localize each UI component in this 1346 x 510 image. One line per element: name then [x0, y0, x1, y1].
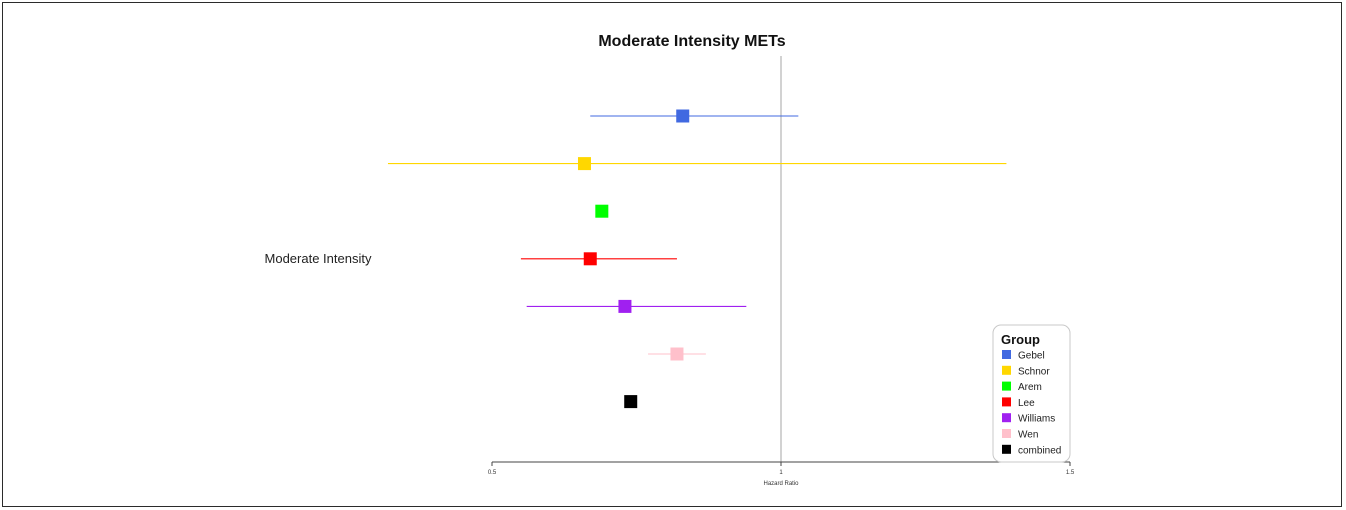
- legend: Group Gebel Schnor Arem Lee Williams Wen combin…: [992, 324, 1071, 463]
- legend-label-williams: Williams: [1018, 414, 1055, 425]
- x-tick-label: 0.5: [488, 470, 497, 476]
- legend-label-gebel: Gebel: [1018, 351, 1045, 362]
- legend-label-schnor: Schnor: [1018, 366, 1050, 377]
- point-arem: [595, 204, 609, 218]
- legend-title: Group: [1001, 332, 1040, 347]
- x-tick-label: 1: [779, 470, 783, 476]
- legend-swatch-lee: [1002, 397, 1011, 407]
- point-lee: [583, 252, 597, 266]
- point-combined: [624, 395, 638, 409]
- legend-label-lee: Lee: [1018, 398, 1035, 409]
- legend-label-combined: combined: [1018, 445, 1061, 456]
- point-estimates: [577, 109, 690, 409]
- legend-swatch-williams: [1002, 413, 1011, 423]
- row-label: Moderate Intensity: [265, 251, 372, 266]
- confidence-intervals: [387, 115, 1007, 355]
- legend-swatch-arem: [1002, 381, 1011, 391]
- chart-title: Moderate Intensity METs: [598, 33, 785, 50]
- legend-label-arem: Arem: [1018, 382, 1042, 393]
- point-wen: [670, 347, 684, 361]
- point-gebel: [676, 109, 690, 123]
- legend-swatch-gebel: [1002, 350, 1011, 359]
- legend-swatch-schnor: [1002, 365, 1011, 375]
- legend-label-wen: Wen: [1018, 430, 1038, 441]
- x-axis-label: Hazard Ratio: [763, 481, 799, 487]
- legend-box: [992, 324, 1071, 463]
- legend-swatch-wen: [1002, 429, 1011, 438]
- legend-swatch-combined: [1002, 444, 1011, 454]
- point-schnor: [577, 157, 591, 171]
- x-tick-label: 1.5: [1066, 470, 1075, 476]
- x-axis: 0.5 1 1.5 Hazard Ratio: [488, 461, 1075, 487]
- point-williams: [618, 299, 632, 313]
